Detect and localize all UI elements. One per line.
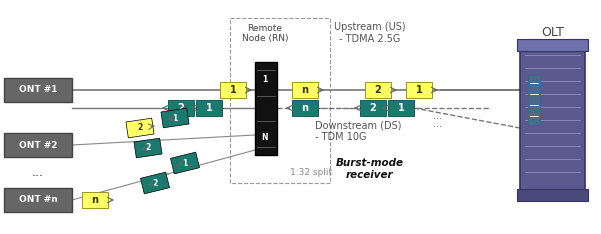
Text: 1: 1: [416, 85, 423, 95]
Bar: [196, 100, 222, 116]
Bar: [360, 100, 386, 116]
Bar: [82, 192, 108, 208]
Text: N: N: [262, 132, 268, 142]
Text: 1: 1: [263, 76, 267, 84]
Text: Burst-mode
receiver: Burst-mode receiver: [336, 158, 404, 180]
Text: Remote
Node (RN): Remote Node (RN): [242, 24, 288, 43]
Text: ...: ...: [433, 111, 442, 121]
Bar: [134, 138, 162, 158]
Text: 2: 2: [145, 143, 151, 153]
Text: 1: 1: [206, 103, 212, 113]
Bar: [255, 62, 277, 155]
Bar: [4, 188, 72, 212]
Text: 1: 1: [398, 103, 404, 113]
Text: ...: ...: [32, 165, 44, 179]
Bar: [168, 100, 194, 116]
Text: 1: 1: [182, 158, 188, 168]
Bar: [141, 172, 169, 194]
Text: 2: 2: [370, 103, 376, 113]
Bar: [517, 39, 588, 51]
Text: 2: 2: [138, 124, 142, 132]
Bar: [365, 82, 391, 98]
Bar: [292, 82, 318, 98]
Bar: [161, 108, 189, 128]
Bar: [292, 100, 318, 116]
Bar: [220, 82, 246, 98]
Text: ONT #n: ONT #n: [19, 195, 57, 205]
Text: Downstream (DS)
- TDM 10G: Downstream (DS) - TDM 10G: [315, 120, 401, 142]
Text: 2: 2: [153, 179, 157, 187]
Bar: [388, 100, 414, 116]
Bar: [406, 82, 432, 98]
Bar: [528, 75, 540, 125]
Text: n: n: [302, 103, 308, 113]
Text: ...: ...: [433, 119, 442, 129]
Bar: [230, 18, 330, 183]
Text: 2: 2: [178, 103, 185, 113]
Text: ONT #1: ONT #1: [19, 85, 57, 95]
Bar: [4, 78, 72, 102]
Text: 2: 2: [374, 85, 382, 95]
Text: n: n: [91, 195, 99, 205]
Bar: [520, 45, 585, 195]
Bar: [126, 118, 154, 138]
Text: n: n: [302, 85, 308, 95]
Text: Upstream (US)
- TDMA 2.5G: Upstream (US) - TDMA 2.5G: [334, 22, 406, 44]
Text: ONT #2: ONT #2: [19, 140, 57, 150]
Text: 1: 1: [172, 113, 178, 123]
Bar: [517, 189, 588, 201]
Text: 1: 1: [230, 85, 236, 95]
Text: OLT: OLT: [541, 26, 564, 40]
Text: 1:32 split: 1:32 split: [290, 168, 332, 177]
Text: ...: ...: [159, 167, 171, 177]
Bar: [171, 152, 200, 174]
Bar: [4, 133, 72, 157]
